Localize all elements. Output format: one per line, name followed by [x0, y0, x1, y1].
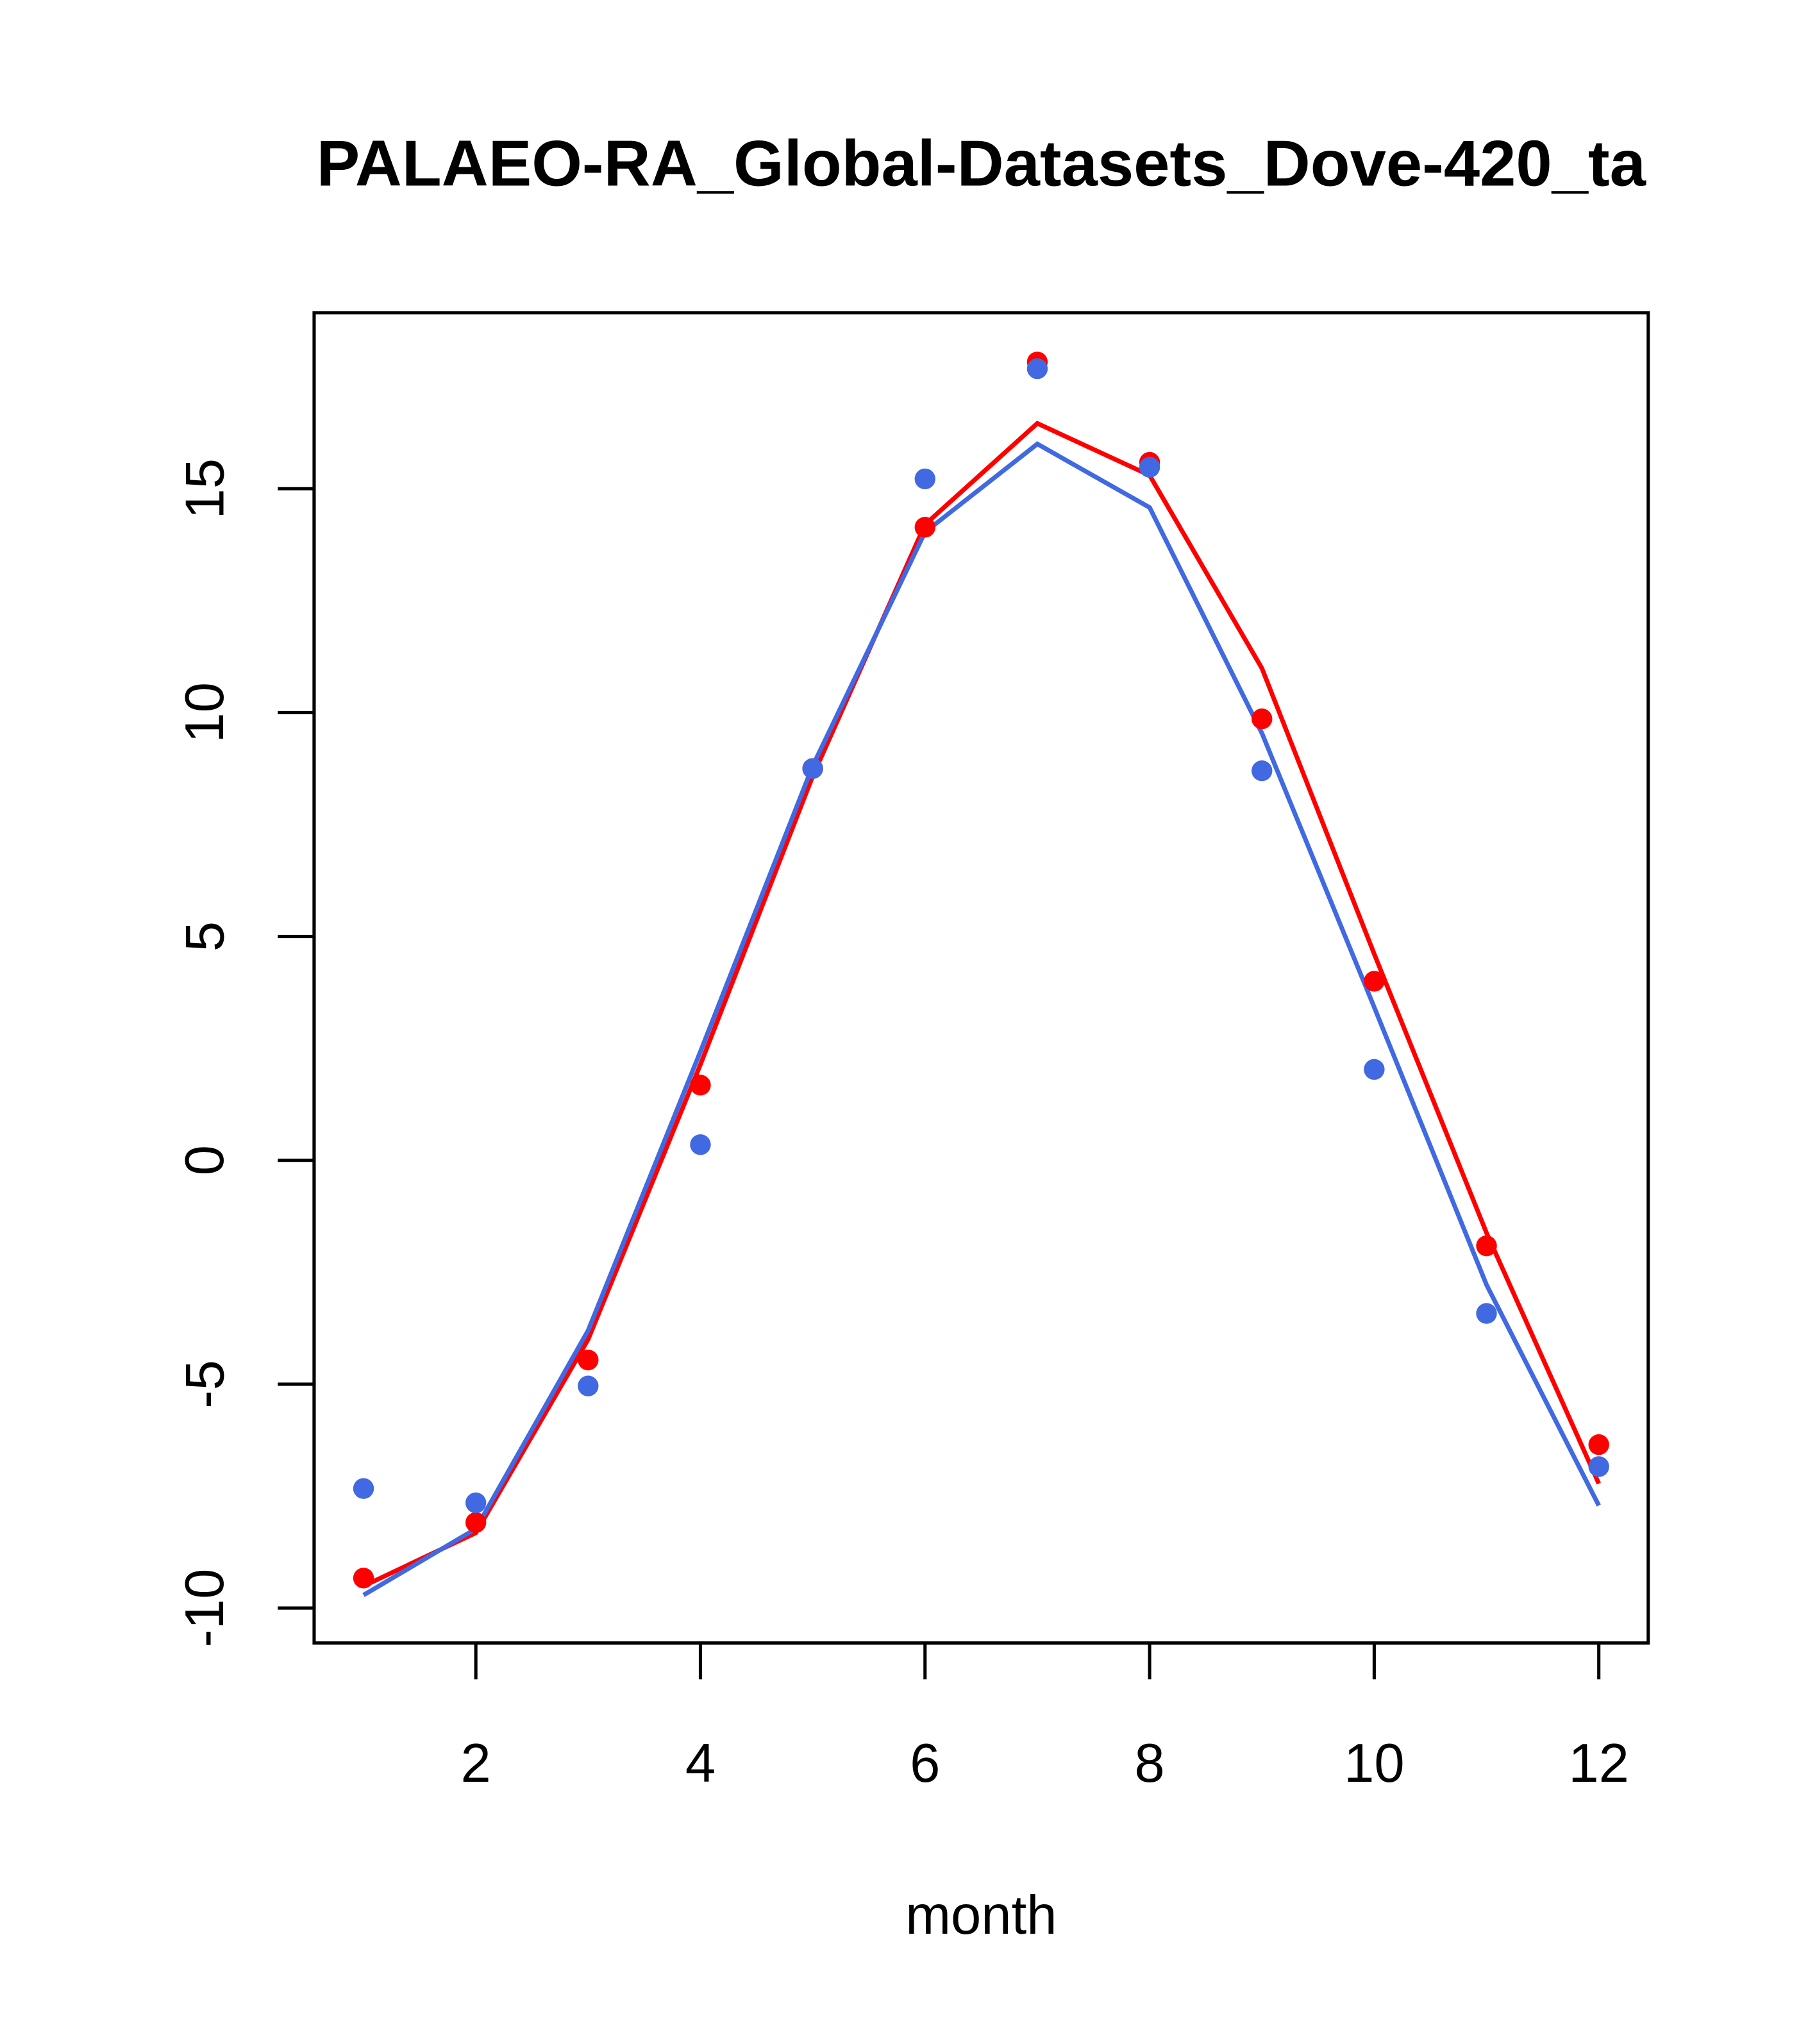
chart-title: PALAEO-RA_Global-Datasets_Dove-420_ta: [317, 127, 1646, 199]
red-point: [1476, 1235, 1497, 1257]
x-tick-label: 8: [1134, 1733, 1164, 1794]
red-point: [1252, 708, 1273, 730]
blue-point: [578, 1375, 599, 1396]
red-point: [353, 1568, 374, 1589]
blue-line: [362, 441, 1601, 1597]
x-tick-label: 12: [1568, 1733, 1629, 1794]
red-point: [690, 1075, 711, 1096]
x-tick-label: 10: [1344, 1733, 1405, 1794]
x-tick-label: 4: [685, 1733, 716, 1794]
y-tick-label: 5: [174, 921, 235, 951]
y-axis: -10 -5 0 5 10 15: [174, 458, 316, 1648]
blue-point: [802, 758, 823, 779]
red-line: [362, 421, 1601, 1589]
blue-point: [1026, 358, 1048, 380]
blue-point: [1139, 457, 1160, 478]
x-axis: 2 4 6 8 10 12: [461, 1641, 1629, 1794]
blue-point: [914, 468, 935, 490]
plot-frame: [312, 311, 1650, 1645]
blue-point: [1364, 1059, 1385, 1080]
x-tick-label: 6: [910, 1733, 940, 1794]
y-tick-label: 0: [174, 1145, 235, 1175]
blue-point: [353, 1478, 374, 1499]
blue-point: [690, 1134, 711, 1155]
y-tick-label: 10: [174, 682, 235, 743]
red-point: [1588, 1434, 1609, 1455]
blue-point: [1588, 1456, 1609, 1477]
red-point: [465, 1512, 487, 1533]
x-axis-label: month: [905, 1885, 1057, 1946]
series-lines: [362, 421, 1601, 1597]
y-tick-label: 15: [174, 458, 235, 519]
blue-point: [1252, 760, 1273, 782]
y-tick-label: -10: [174, 1569, 235, 1648]
red-point: [578, 1350, 599, 1371]
red-point: [914, 517, 935, 538]
x-tick-label: 2: [461, 1733, 491, 1794]
red-point: [1364, 971, 1385, 992]
blue-point: [465, 1492, 487, 1514]
series-points: [353, 351, 1609, 1589]
blue-point: [1476, 1303, 1497, 1324]
y-tick-label: -5: [174, 1360, 235, 1409]
